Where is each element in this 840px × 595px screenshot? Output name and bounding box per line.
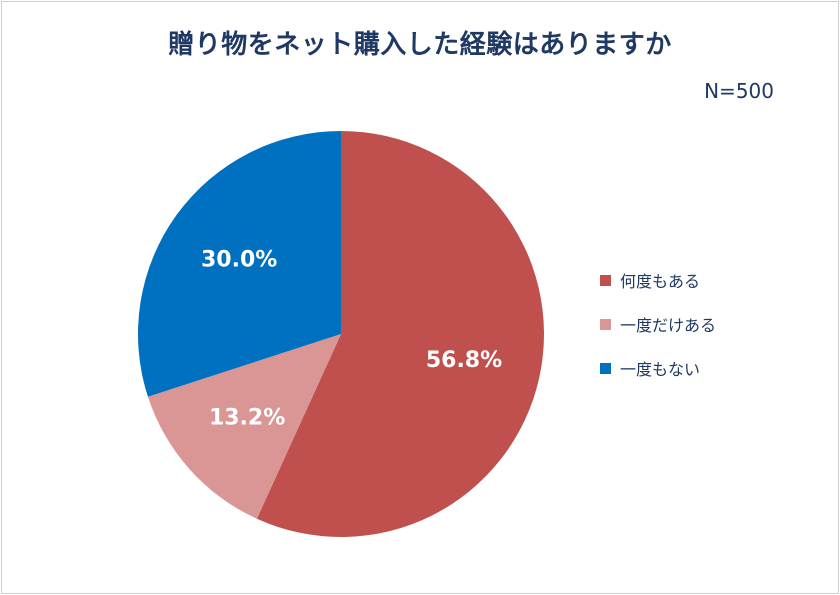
legend-label: 何度もある [620,272,701,291]
legend-item: 一度だけある [600,312,716,336]
legend-swatch [600,362,611,374]
pie-slice [138,131,341,397]
data-label: 13.2% [209,405,285,430]
legend-item: 何度もある [600,268,716,292]
data-label: 30.0% [201,248,277,273]
pie-slice [147,334,341,519]
legend-item: 一度もない [600,356,716,380]
sample-size-note: N=500 [704,79,774,103]
legend-label: 一度もない [620,360,701,379]
legend-swatch [600,274,611,286]
legend: 何度もある 一度だけある 一度もない [600,268,716,400]
pie-slice [256,131,544,538]
legend-label: 一度だけある [620,316,717,335]
data-label: 56.8% [426,348,502,373]
chart-title: 贈り物をネット購入した経験はありますか [168,30,672,60]
legend-swatch [600,318,611,330]
